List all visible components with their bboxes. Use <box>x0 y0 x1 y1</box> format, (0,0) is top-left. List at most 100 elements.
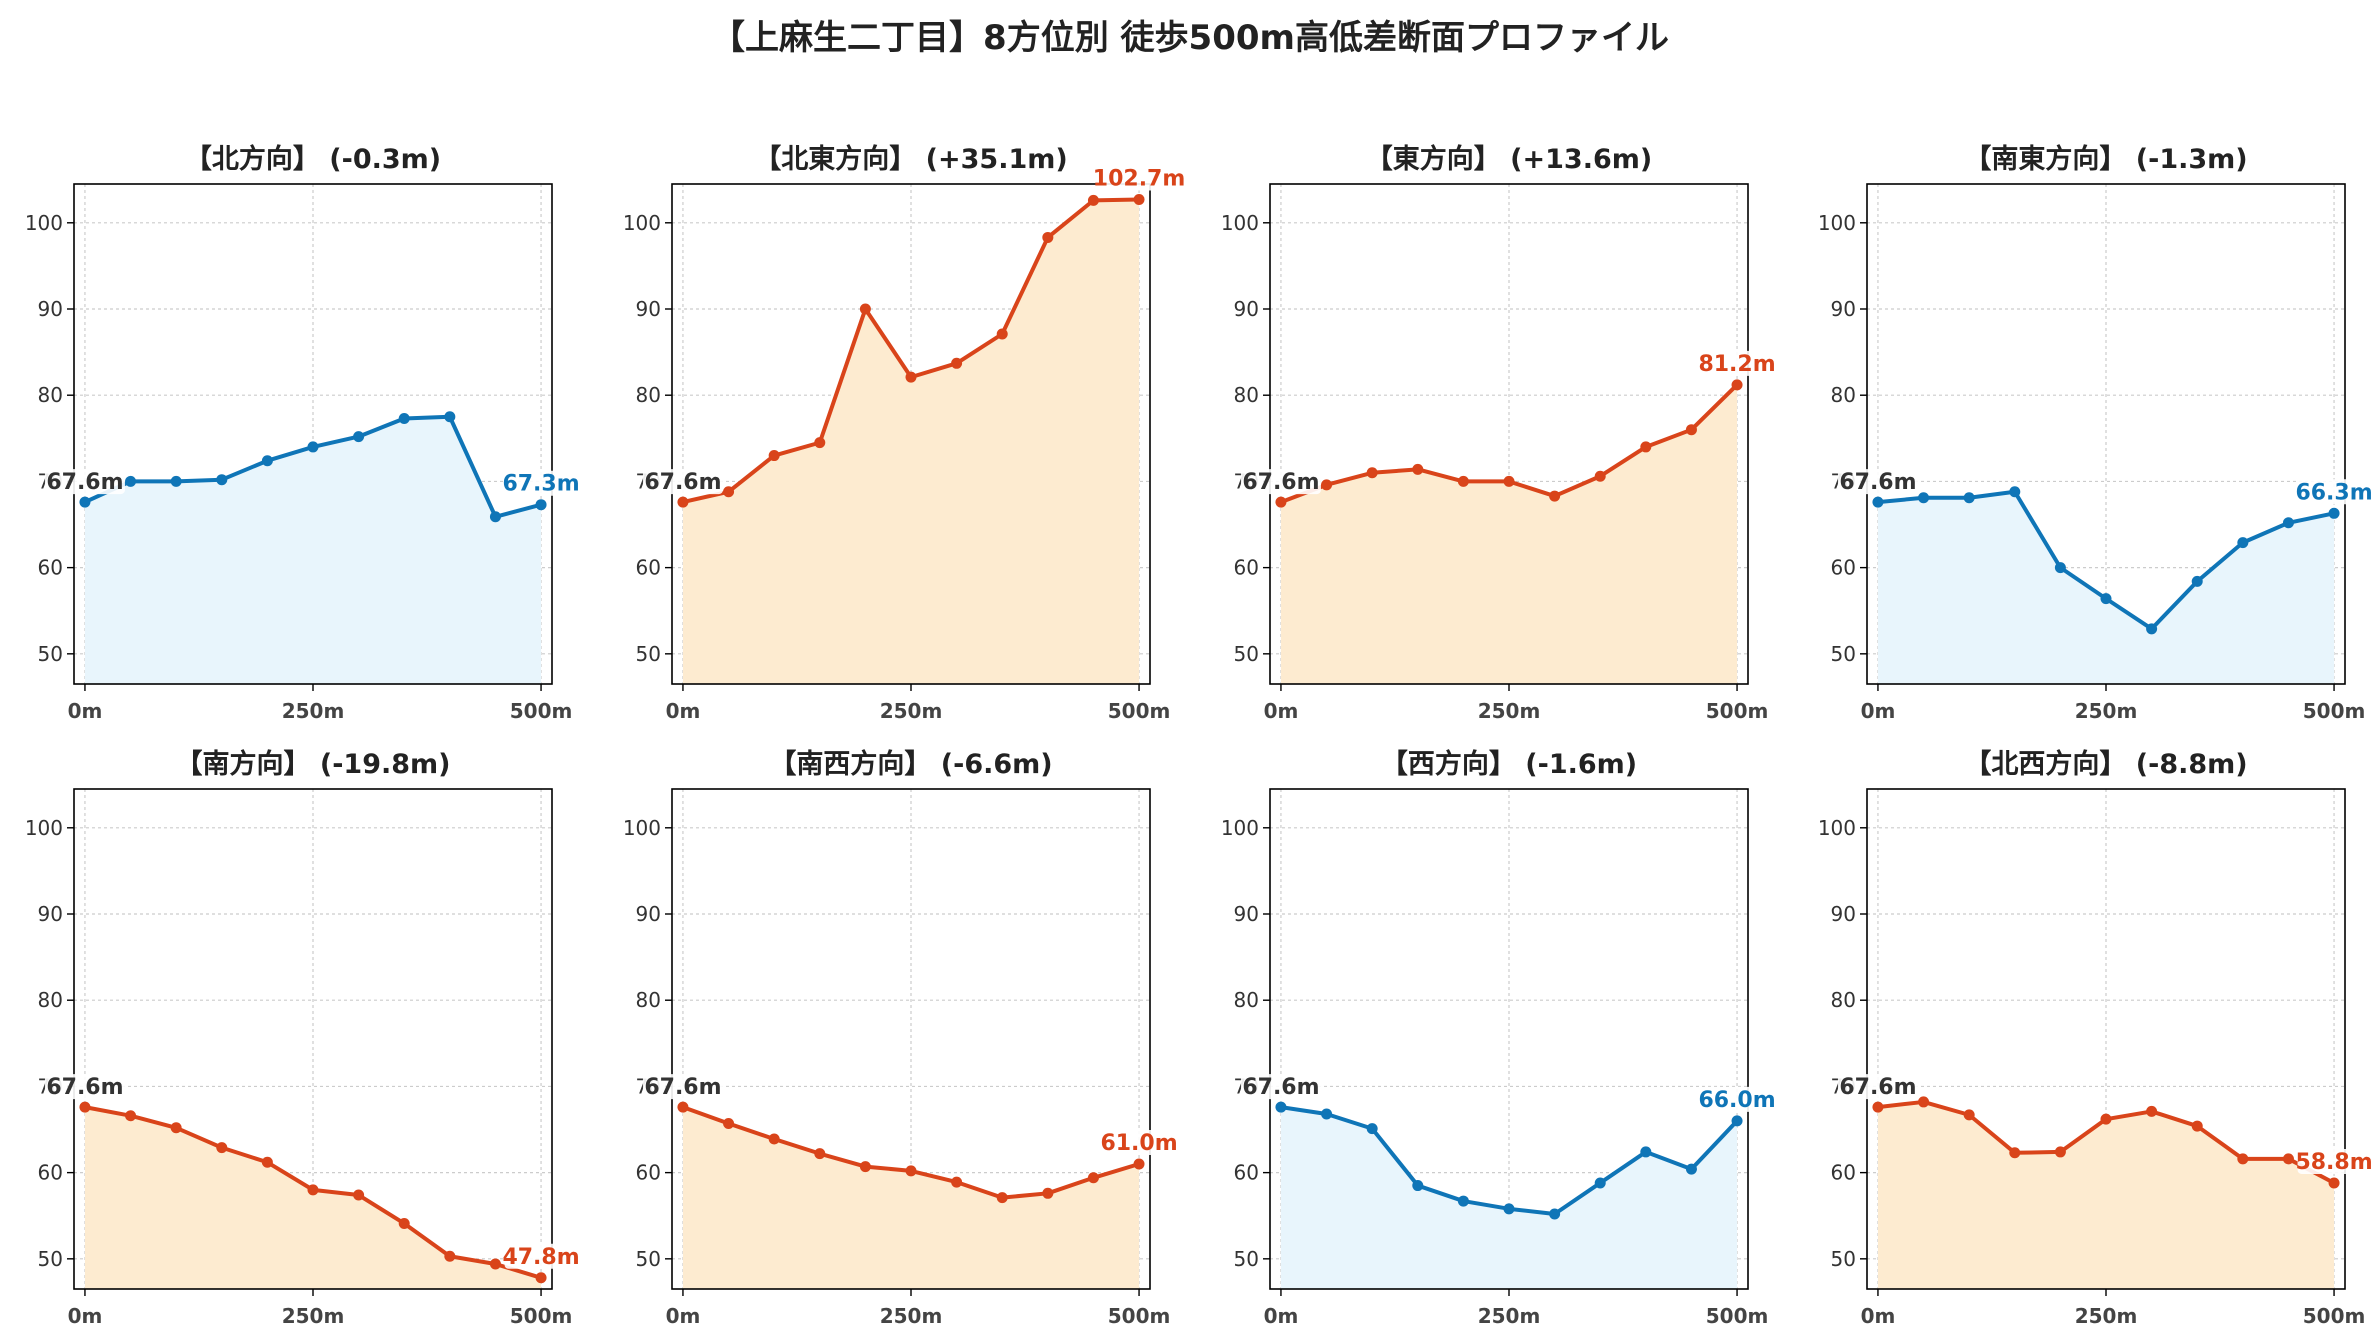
end-elevation-label: 66.3m <box>2295 480 2372 505</box>
y-tick-label: 100 <box>25 211 63 235</box>
profile-chart-1: 【北東方向】 (+35.1m)50607080901000m250m500m67… <box>623 143 1185 723</box>
y-tick-label: 60 <box>1234 1161 1259 1185</box>
y-tick-label: 50 <box>1234 642 1259 666</box>
elevation-point <box>2237 1153 2249 1165</box>
elevation-point <box>535 499 547 511</box>
elevation-point <box>859 1161 871 1173</box>
profile-chart-5: 【南西方向】 (-6.6m)50607080901000m250m500m67.… <box>623 748 1178 1328</box>
y-tick-label: 60 <box>38 556 63 580</box>
subplot-title: 【東方向】 (+13.6m) <box>1366 143 1652 175</box>
elevation-point <box>1594 470 1606 482</box>
elevation-point <box>1275 496 1287 508</box>
subplot-title: 【南方向】 (-19.8m) <box>175 748 450 780</box>
elevation-point <box>1731 1115 1743 1127</box>
end-elevation-label: 102.7m <box>1093 167 1186 192</box>
x-tick-label: 250m <box>282 699 345 723</box>
start-elevation-label: 67.6m <box>1839 1075 1916 1100</box>
start-elevation-label: 67.6m <box>1839 470 1916 495</box>
profile-chart-6: 【西方向】 (-1.6m)50607080901000m250m500m67.6… <box>1221 748 1776 1328</box>
elevation-point <box>2054 562 2066 574</box>
elevation-point <box>1549 490 1561 502</box>
elevation-point <box>444 411 456 423</box>
start-label-bg <box>44 469 125 495</box>
y-tick-label: 60 <box>38 1161 63 1185</box>
elevation-point <box>905 371 917 383</box>
start-elevation-label: 67.6m <box>644 470 721 495</box>
elevation-point <box>261 455 273 467</box>
elevation-point <box>1457 475 1469 487</box>
elevation-point <box>489 511 501 523</box>
elevation-point <box>125 475 137 487</box>
elevation-point <box>125 1110 137 1122</box>
elevation-point <box>261 1156 273 1168</box>
x-tick-label: 250m <box>1478 1304 1541 1328</box>
elevation-point <box>905 1165 917 1177</box>
elevation-point <box>1685 424 1697 436</box>
elevation-point <box>1133 194 1145 206</box>
elevation-point <box>1042 1187 1054 1199</box>
y-tick-label: 90 <box>1831 297 1856 321</box>
elevation-point <box>1275 1101 1287 1113</box>
elevation-point <box>1963 1109 1975 1121</box>
elevation-point <box>1366 467 1378 479</box>
end-elevation-label: 67.3m <box>502 472 579 497</box>
x-tick-label: 0m <box>666 699 701 723</box>
elevation-point <box>768 450 780 462</box>
elevation-point <box>79 496 91 508</box>
start-label-bg <box>1837 469 1918 495</box>
elevation-point <box>1594 1177 1606 1189</box>
elevation-point <box>1087 1172 1099 1184</box>
elevation-point <box>951 357 963 369</box>
elevation-point <box>1872 496 1884 508</box>
elevation-point <box>2146 623 2158 635</box>
elevation-point <box>1412 463 1424 475</box>
elevation-point <box>2009 486 2021 498</box>
start-elevation-label: 67.6m <box>1242 470 1319 495</box>
elevation-point <box>1685 1163 1697 1175</box>
x-tick-label: 500m <box>2303 699 2366 723</box>
elevation-point <box>1640 1146 1652 1158</box>
start-elevation-label: 67.6m <box>1242 1075 1319 1100</box>
start-elevation-label: 67.6m <box>46 1075 123 1100</box>
elevation-point <box>951 1176 963 1188</box>
elevation-point <box>444 1250 456 1262</box>
start-label-bg <box>642 1074 723 1100</box>
x-tick-label: 500m <box>1706 1304 1769 1328</box>
elevation-point <box>1503 1203 1515 1215</box>
y-tick-label: 80 <box>1234 383 1259 407</box>
start-elevation-label: 67.6m <box>46 470 123 495</box>
elevation-point <box>216 1142 228 1154</box>
y-tick-label: 50 <box>38 642 63 666</box>
elevation-point <box>216 474 228 486</box>
x-tick-label: 250m <box>880 1304 943 1328</box>
y-tick-label: 60 <box>1234 556 1259 580</box>
end-elevation-label: 66.0m <box>1698 1088 1775 1113</box>
y-tick-label: 80 <box>38 988 63 1012</box>
subplot-title: 【北東方向】 (+35.1m) <box>754 143 1067 175</box>
y-tick-label: 90 <box>636 902 661 926</box>
profile-chart-7: 【北西方向】 (-8.8m)50607080901000m250m500m67.… <box>1818 748 2373 1328</box>
y-tick-label: 50 <box>1831 1247 1856 1271</box>
x-tick-label: 0m <box>1861 1304 1896 1328</box>
elevation-point <box>1366 1123 1378 1135</box>
start-label-bg <box>1837 1074 1918 1100</box>
elevation-area <box>84 416 542 684</box>
end-label-bg <box>1700 1086 1774 1112</box>
x-tick-label: 500m <box>1108 1304 1171 1328</box>
elevation-point <box>1321 479 1333 491</box>
elevation-point <box>768 1133 780 1145</box>
subplot-title: 【北方向】 (-0.3m) <box>185 143 441 175</box>
x-tick-label: 0m <box>1264 1304 1299 1328</box>
x-tick-label: 0m <box>1861 699 1896 723</box>
x-tick-label: 0m <box>1264 699 1299 723</box>
profile-chart-4: 【南方向】 (-19.8m)50607080901000m250m500m67.… <box>25 748 580 1328</box>
elevation-point <box>1918 492 1930 504</box>
elevation-point <box>1503 475 1515 487</box>
x-tick-label: 250m <box>1478 699 1541 723</box>
start-label-bg <box>44 1074 125 1100</box>
start-label-bg <box>642 469 723 495</box>
end-label-bg <box>2297 1148 2371 1174</box>
y-tick-label: 80 <box>1831 383 1856 407</box>
x-tick-label: 500m <box>510 1304 573 1328</box>
